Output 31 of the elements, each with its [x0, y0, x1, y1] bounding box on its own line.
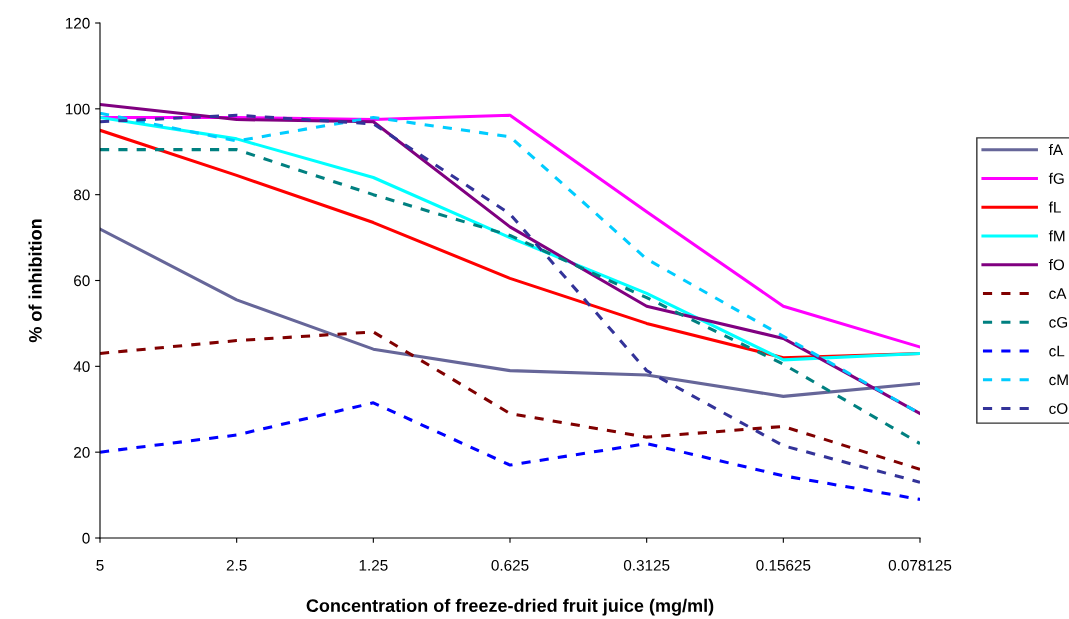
legend-label: cA — [1049, 288, 1067, 299]
x-tick-label: 2.5 — [226, 559, 247, 571]
legend-label: fL — [1048, 201, 1061, 213]
line-series — [100, 113, 920, 484]
x-tick-label: 0.15625 — [756, 559, 811, 571]
x-tick-label: 0.625 — [491, 559, 529, 571]
x-tick-label: 5 — [96, 560, 104, 571]
y-axis-title: % of inhibition — [28, 219, 42, 343]
y-tick-label: 100 — [65, 103, 90, 115]
legend-label: fA — [1048, 144, 1064, 156]
x-tick-label: 0.078125 — [888, 559, 952, 571]
legend-label: cO — [1049, 403, 1068, 414]
y-tick-label: 60 — [74, 275, 90, 287]
line-series — [100, 330, 920, 471]
line-series — [100, 148, 920, 446]
x-tick-label: 0.3125 — [623, 559, 670, 571]
x-tick-label: 1.25 — [359, 559, 388, 571]
legend-label: fM — [1048, 230, 1065, 242]
y-tick-label: 40 — [73, 361, 90, 373]
x-axis-title: Concentration of freeze-dried fruit juice (mg/ml) — [306, 598, 714, 616]
legend-label: cG — [1049, 316, 1068, 328]
legend-label: fO — [1048, 259, 1065, 271]
legend-label: cL — [1049, 345, 1065, 357]
legend-label: fG — [1048, 172, 1064, 184]
y-tick-label: 20 — [74, 447, 90, 458]
y-tick-label: 120 — [65, 17, 90, 29]
y-tick-label: 0 — [82, 532, 90, 544]
legend-label: cM — [1049, 374, 1068, 386]
y-tick-label: 80 — [73, 189, 90, 201]
line-series — [100, 227, 920, 398]
line-series — [100, 401, 920, 501]
